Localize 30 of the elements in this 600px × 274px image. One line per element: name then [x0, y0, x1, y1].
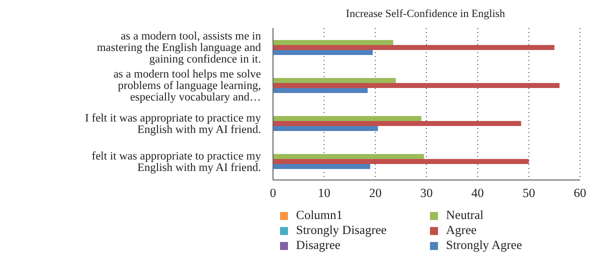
- x-tick-label: 60: [574, 186, 586, 200]
- bar: [273, 78, 396, 83]
- bar: [273, 154, 424, 159]
- bar: [273, 88, 368, 93]
- x-tick-label: 40: [471, 186, 484, 200]
- bar: [273, 159, 529, 164]
- x-tick-label: 0: [270, 186, 276, 200]
- x-tick-label: 20: [369, 186, 382, 200]
- legend-label: Strongly Agree: [446, 238, 522, 253]
- x-tick-label: 50: [522, 186, 536, 200]
- legend-label: Strongly Disagree: [296, 223, 387, 238]
- x-tick-label: 30: [420, 186, 433, 200]
- y-tick-label: I felt it was appropriate to practice my English with my AI friend.: [85, 112, 262, 136]
- chart-title: Increase Self-Confidence in English: [344, 8, 506, 22]
- legend-label: Column1: [296, 208, 343, 223]
- bar: [273, 45, 554, 50]
- bar: [273, 83, 560, 88]
- y-tick-label: felt it was appropriate to practice my English with my AI friend.: [92, 150, 262, 174]
- bar: [273, 40, 394, 45]
- y-tick-label: as a modern tool helps me solve problems of language learning, especially vocabulary and…: [113, 68, 262, 104]
- legend-label: Neutral: [446, 208, 484, 223]
- legend-label: Agree: [446, 223, 477, 238]
- legend-label: Disagree: [296, 238, 340, 253]
- bar: [273, 164, 370, 169]
- x-tick-label: 10: [318, 186, 330, 200]
- bar: [273, 126, 378, 131]
- bar: [273, 121, 522, 126]
- bar: [273, 116, 422, 121]
- y-tick-label: as a modern tool, assists me in mastering the English language and gaining confidence in it.: [96, 30, 262, 66]
- bar: [273, 50, 373, 55]
